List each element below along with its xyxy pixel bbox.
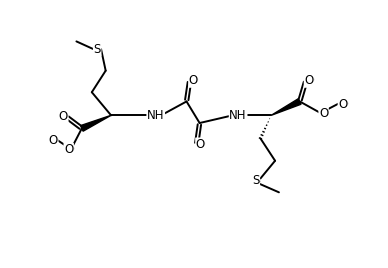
Text: O: O	[338, 98, 348, 111]
Polygon shape	[271, 99, 301, 115]
Text: NH: NH	[229, 109, 247, 122]
Text: NH: NH	[147, 109, 165, 122]
Text: O: O	[196, 138, 205, 151]
Text: O: O	[196, 138, 205, 151]
Text: O: O	[338, 98, 348, 111]
Text: O: O	[319, 107, 329, 120]
Text: NH: NH	[229, 109, 247, 122]
Text: O: O	[49, 134, 58, 147]
Text: S: S	[252, 174, 260, 187]
Text: O: O	[304, 74, 314, 87]
Text: O: O	[58, 110, 68, 123]
Text: O: O	[189, 74, 198, 87]
Text: S: S	[252, 174, 260, 187]
Text: S: S	[93, 43, 101, 55]
Text: NH: NH	[147, 109, 165, 122]
Text: O: O	[48, 134, 58, 147]
Text: O: O	[319, 107, 328, 120]
Text: S: S	[94, 43, 101, 55]
Text: O: O	[59, 110, 68, 123]
Text: O: O	[64, 143, 74, 157]
Polygon shape	[81, 115, 111, 131]
Text: O: O	[64, 143, 73, 157]
Text: O: O	[304, 74, 314, 87]
Text: O: O	[189, 74, 198, 87]
